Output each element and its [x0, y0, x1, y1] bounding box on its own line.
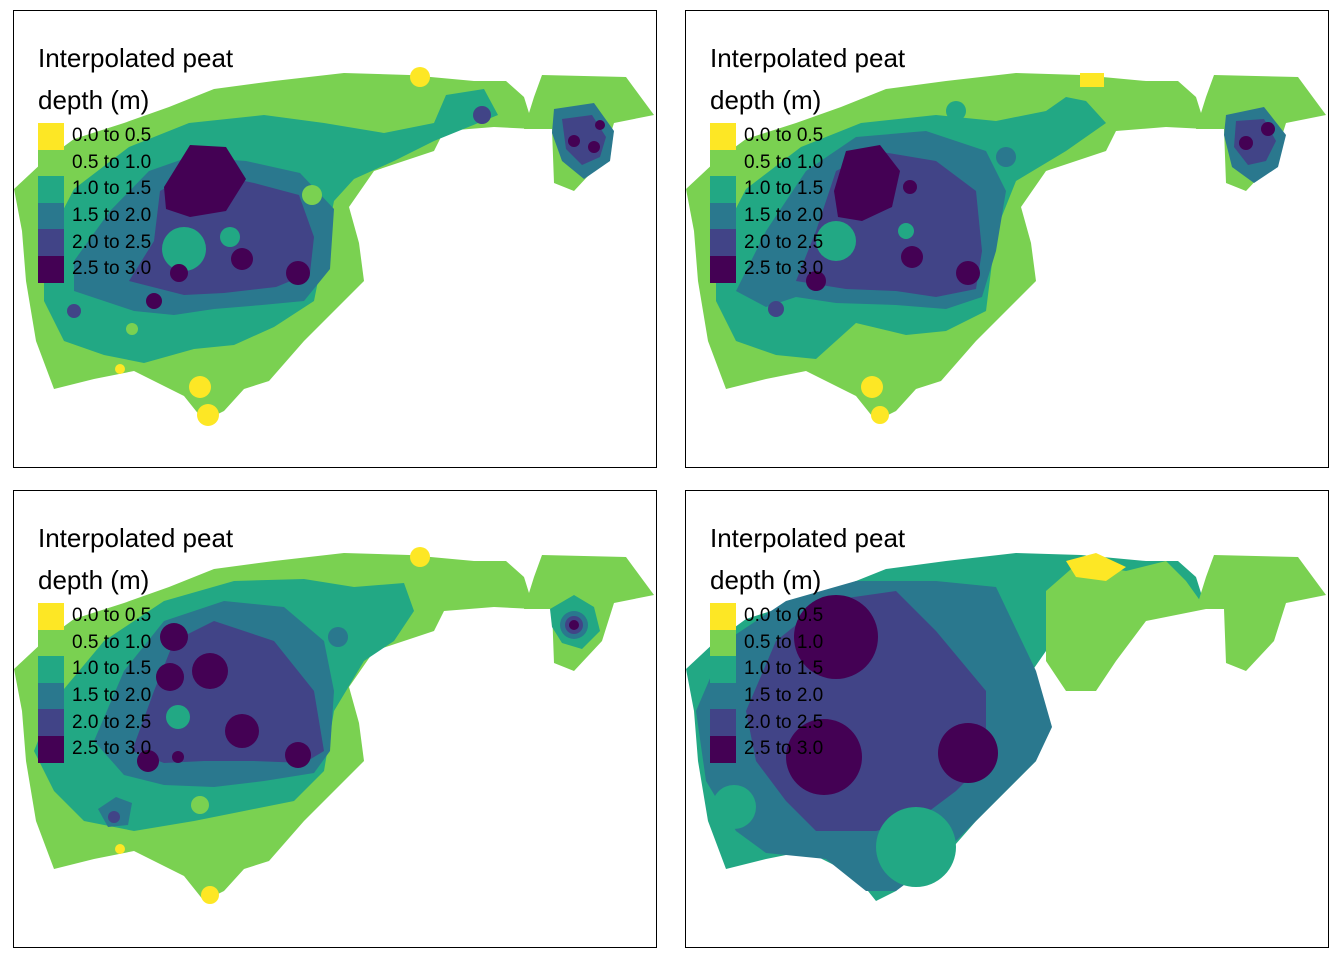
legend-label: 1.5 to 2.0	[744, 205, 824, 227]
legend-label: 2.5 to 3.0	[744, 258, 824, 280]
legend-swatch	[710, 176, 736, 203]
legend-label: 2.0 to 2.5	[744, 711, 824, 733]
legend-label: 0.0 to 0.5	[744, 125, 824, 147]
legend-item: 2.0 to 2.5	[38, 709, 278, 736]
legend-swatch	[38, 229, 64, 256]
legend-title: Interpolated peat depth (m)	[710, 43, 906, 115]
legend-swatch	[38, 682, 64, 710]
legend-label: 1.0 to 1.5	[72, 178, 152, 200]
legend-swatch	[710, 149, 736, 177]
legend-item: 1.0 to 1.5	[38, 176, 278, 203]
main-area	[686, 553, 1326, 901]
legend-label: 0.5 to 1.0	[744, 151, 824, 173]
map-panel-1: Interpolated peat depth (m) 0.0 to 0.5 0.…	[13, 10, 657, 468]
legend-swatch	[38, 656, 64, 683]
legend-label: 0.5 to 1.0	[744, 631, 824, 653]
legend-swatch	[710, 656, 736, 683]
legend-items: 0.0 to 0.5 0.5 to 1.0 1.0 to 1.5 1.5 to 2.0…	[710, 123, 950, 283]
legend-swatch	[38, 603, 64, 630]
legend-swatch	[38, 176, 64, 203]
legend-item: 0.5 to 1.0	[710, 629, 950, 657]
peat-depth-map-4	[686, 553, 1326, 901]
legend-item: 1.5 to 2.0	[38, 202, 278, 230]
peat-depth-map-1	[14, 67, 654, 426]
legend-item: 0.5 to 1.0	[710, 149, 950, 177]
legend-item: 0.5 to 1.0	[38, 629, 278, 657]
legend-label: 1.5 to 2.0	[72, 685, 152, 707]
peat-depth-map-3	[14, 547, 654, 904]
legend-swatch	[710, 709, 736, 736]
legend-item: 0.0 to 0.5	[38, 123, 278, 150]
main-area	[14, 67, 654, 426]
legend-item: 1.5 to 2.0	[38, 682, 278, 710]
legend-label: 0.0 to 0.5	[72, 605, 152, 627]
legend-label: 1.5 to 2.0	[744, 685, 824, 707]
legend: Interpolated peat depth (m) 0.0 to 0.5 0.…	[710, 37, 950, 283]
legend-label: 2.0 to 2.5	[72, 231, 152, 253]
legend: Interpolated peat depth (m) 0.0 to 0.5 0.…	[710, 517, 950, 763]
legend: Interpolated peat depth (m) 0.0 to 0.5 0.…	[38, 37, 278, 283]
legend-item: 2.5 to 3.0	[38, 735, 278, 763]
legend-swatch	[710, 123, 736, 150]
legend-items: 0.0 to 0.5 0.5 to 1.0 1.0 to 1.5 1.5 to 2.0…	[38, 123, 278, 283]
map-panel-2: Interpolated peat depth (m) 0.0 to 0.5 0.…	[685, 10, 1329, 468]
legend-item: 1.0 to 1.5	[38, 656, 278, 683]
legend-item: 1.5 to 2.0	[710, 202, 950, 230]
legend-swatch	[710, 229, 736, 256]
legend-title: Interpolated peat depth (m)	[38, 43, 234, 115]
main-area	[14, 547, 654, 904]
legend-swatch	[710, 202, 736, 230]
legend-label: 2.5 to 3.0	[72, 738, 152, 760]
legend-swatch	[710, 735, 736, 763]
legend-item: 0.0 to 0.5	[710, 123, 950, 150]
legend-item: 2.5 to 3.0	[38, 255, 278, 283]
legend-label: 1.0 to 1.5	[744, 178, 824, 200]
legend-item: 1.5 to 2.0	[710, 682, 950, 710]
legend-swatch	[38, 629, 64, 657]
legend-swatch	[38, 709, 64, 736]
legend-title: Interpolated peat depth (m)	[38, 523, 234, 595]
legend-label: 0.5 to 1.0	[72, 631, 152, 653]
legend-label: 1.5 to 2.0	[72, 205, 152, 227]
legend-swatch	[38, 735, 64, 763]
legend-item: 2.5 to 3.0	[710, 255, 950, 283]
legend-item: 1.0 to 1.5	[710, 176, 950, 203]
legend-item: 2.0 to 2.5	[38, 229, 278, 256]
legend-label: 0.0 to 0.5	[72, 125, 152, 147]
legend-swatch	[710, 603, 736, 630]
legend-item: 0.0 to 0.5	[710, 603, 950, 630]
legend: Interpolated peat depth (m) 0.0 to 0.5 0.…	[38, 517, 278, 763]
legend-label: 2.0 to 2.5	[744, 231, 824, 253]
legend-swatch	[710, 629, 736, 657]
main-area	[686, 73, 1326, 424]
legend-item: 0.5 to 1.0	[38, 149, 278, 177]
peat-depth-map-2	[686, 73, 1326, 424]
legend-title: Interpolated peat depth (m)	[710, 523, 906, 595]
legend-label: 2.0 to 2.5	[72, 711, 152, 733]
legend-item: 2.5 to 3.0	[710, 735, 950, 763]
legend-swatch	[38, 149, 64, 177]
legend-items: 0.0 to 0.5 0.5 to 1.0 1.0 to 1.5 1.5 to 2.0…	[38, 603, 278, 763]
legend-swatch	[710, 255, 736, 283]
legend-label: 0.5 to 1.0	[72, 151, 152, 173]
legend-label: 1.0 to 1.5	[744, 658, 824, 680]
legend-label: 0.0 to 0.5	[744, 605, 824, 627]
legend-label: 2.5 to 3.0	[72, 258, 152, 280]
legend-swatch	[38, 255, 64, 283]
map-panel-3: Interpolated peat depth (m) 0.0 to 0.5 0.…	[13, 490, 657, 948]
legend-label: 2.5 to 3.0	[744, 738, 824, 760]
legend-swatch	[38, 123, 64, 150]
legend-item: 2.0 to 2.5	[710, 229, 950, 256]
map-panel-4: Interpolated peat depth (m) 0.0 to 0.5 0.…	[685, 490, 1329, 948]
legend-label: 1.0 to 1.5	[72, 658, 152, 680]
legend-item: 1.0 to 1.5	[710, 656, 950, 683]
legend-item: 0.0 to 0.5	[38, 603, 278, 630]
legend-swatch	[38, 202, 64, 230]
legend-items: 0.0 to 0.5 0.5 to 1.0 1.0 to 1.5 1.5 to 2.0…	[710, 603, 950, 763]
legend-swatch	[710, 682, 736, 710]
legend-item: 2.0 to 2.5	[710, 709, 950, 736]
